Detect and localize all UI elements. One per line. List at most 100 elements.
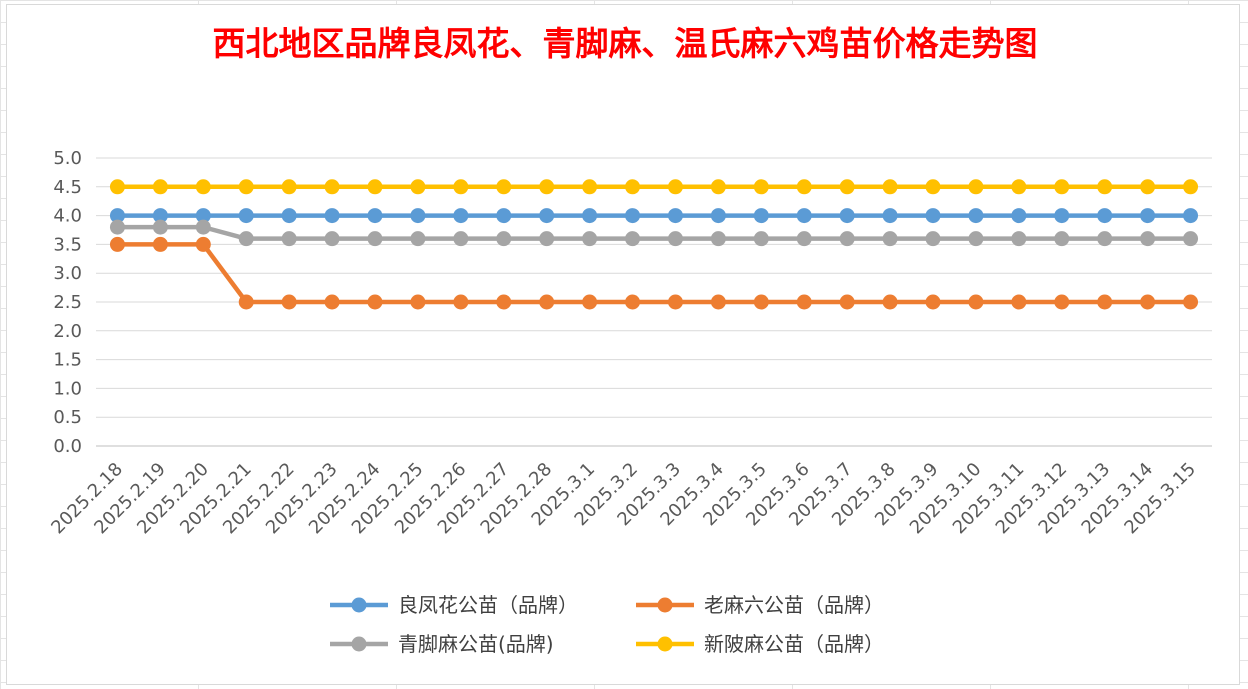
- data-point: [968, 179, 984, 195]
- legend-label: 新陂麻公苗（品牌）: [704, 632, 884, 656]
- y-tick-label: 1.5: [53, 350, 82, 371]
- legend-label: 老麻六公苗（品牌）: [704, 593, 884, 617]
- data-point: [625, 179, 641, 195]
- data-point: [925, 294, 941, 310]
- data-point: [667, 208, 683, 224]
- chart-area[interactable]: [6, 4, 1240, 685]
- data-point: [1054, 208, 1070, 224]
- data-point: [238, 208, 254, 224]
- legend-swatch-marker: [657, 597, 673, 613]
- data-point: [882, 208, 898, 224]
- data-point: [324, 231, 340, 247]
- data-point: [496, 179, 512, 195]
- data-point: [453, 231, 469, 247]
- data-point: [281, 208, 297, 224]
- data-point: [753, 179, 769, 195]
- data-point: [410, 208, 426, 224]
- data-point: [281, 231, 297, 247]
- data-point: [839, 231, 855, 247]
- data-point: [367, 179, 383, 195]
- y-tick-label: 2.5: [53, 292, 82, 313]
- data-point: [882, 179, 898, 195]
- data-point: [195, 236, 211, 252]
- data-point: [882, 231, 898, 247]
- data-point: [109, 219, 125, 235]
- data-point: [324, 294, 340, 310]
- data-point: [1097, 231, 1113, 247]
- series-line: [117, 224, 1191, 241]
- y-tick-label: 3.0: [53, 263, 82, 284]
- data-point: [925, 179, 941, 195]
- data-point: [1097, 179, 1113, 195]
- data-point: [710, 179, 726, 195]
- data-point: [968, 208, 984, 224]
- data-point: [796, 294, 812, 310]
- data-point: [410, 294, 426, 310]
- data-point: [582, 294, 598, 310]
- data-point: [410, 179, 426, 195]
- data-point: [1183, 294, 1199, 310]
- data-point: [152, 179, 168, 195]
- data-point: [281, 294, 297, 310]
- data-point: [1054, 231, 1070, 247]
- data-point: [710, 294, 726, 310]
- data-point: [1097, 208, 1113, 224]
- data-point: [625, 208, 641, 224]
- data-point: [1140, 179, 1156, 195]
- data-point: [496, 208, 512, 224]
- data-point: [1011, 231, 1027, 247]
- data-point: [453, 179, 469, 195]
- data-point: [839, 208, 855, 224]
- y-tick-label: 1.0: [53, 378, 82, 399]
- y-tick-label: 0.5: [53, 407, 82, 428]
- data-point: [496, 294, 512, 310]
- data-point: [195, 179, 211, 195]
- data-point: [582, 231, 598, 247]
- data-point: [195, 208, 211, 224]
- data-point: [796, 179, 812, 195]
- legend-label: 良凤花公苗（品牌）: [398, 593, 578, 617]
- chart-title: 西北地区品牌良凤花、青脚麻、温氏麻六鸡苗价格走势图: [212, 24, 1038, 63]
- legend-swatch-marker: [351, 636, 367, 652]
- data-point: [539, 294, 555, 310]
- legend-swatch-marker: [657, 636, 673, 652]
- data-point: [281, 179, 297, 195]
- data-point: [238, 294, 254, 310]
- data-point: [1183, 179, 1199, 195]
- data-point: [1011, 294, 1027, 310]
- data-point: [753, 208, 769, 224]
- data-point: [152, 236, 168, 252]
- data-point: [796, 231, 812, 247]
- data-point: [539, 231, 555, 247]
- y-tick-label: 5.0: [53, 148, 82, 169]
- data-point: [968, 231, 984, 247]
- data-point: [1011, 208, 1027, 224]
- data-point: [968, 294, 984, 310]
- data-point: [152, 208, 168, 224]
- data-point: [839, 179, 855, 195]
- data-point: [1140, 208, 1156, 224]
- data-point: [1140, 294, 1156, 310]
- data-point: [367, 231, 383, 247]
- data-point: [1054, 179, 1070, 195]
- data-point: [539, 208, 555, 224]
- data-point: [582, 179, 598, 195]
- data-point: [1011, 179, 1027, 195]
- data-point: [453, 208, 469, 224]
- data-point: [496, 231, 512, 247]
- data-point: [1183, 231, 1199, 247]
- data-point: [109, 179, 125, 195]
- data-point: [109, 236, 125, 252]
- data-point: [1054, 294, 1070, 310]
- data-point: [324, 208, 340, 224]
- legend-label: 青脚麻公苗(品牌): [398, 632, 554, 656]
- data-point: [925, 208, 941, 224]
- data-point: [882, 294, 898, 310]
- y-tick-label: 3.5: [53, 234, 82, 255]
- data-point: [238, 231, 254, 247]
- data-point: [539, 179, 555, 195]
- data-point: [367, 294, 383, 310]
- data-point: [324, 179, 340, 195]
- data-point: [410, 231, 426, 247]
